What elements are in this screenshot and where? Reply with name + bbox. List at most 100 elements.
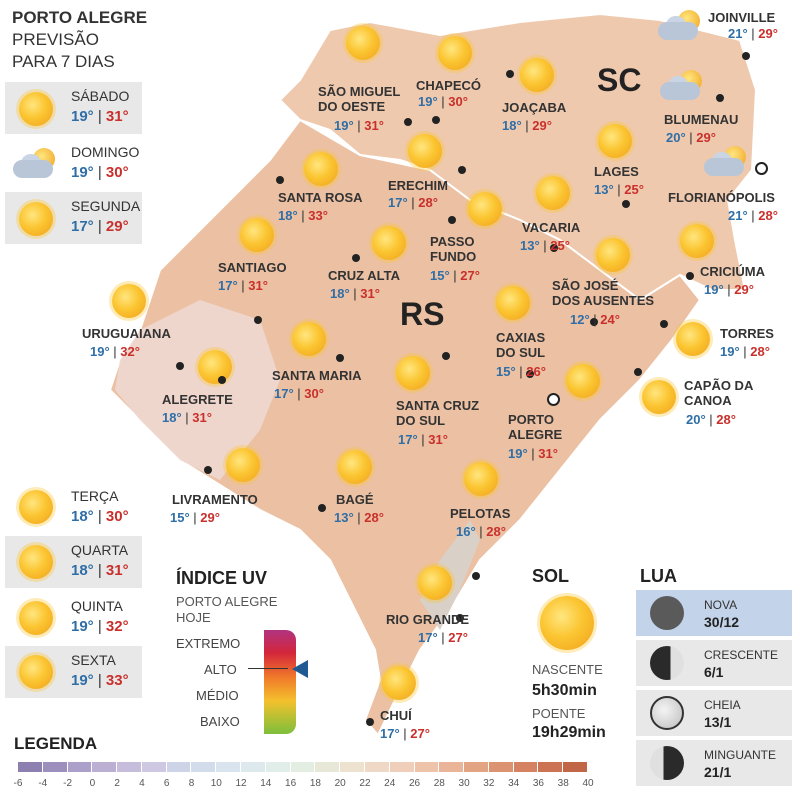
city-max: 25° — [624, 182, 644, 197]
city-min: 15° — [430, 268, 450, 283]
sun-icon — [226, 448, 260, 482]
city-min: 20° — [666, 130, 686, 145]
uv-level-alto: ALTO — [204, 662, 237, 677]
city-dot — [336, 354, 344, 362]
city-temp: 15° | 26° — [496, 364, 546, 379]
full-moon-icon — [650, 696, 684, 730]
city-temp: 21° | 28° — [728, 208, 778, 223]
day-max: 31° — [105, 108, 129, 125]
day-box-thursday: QUINTA 19° | 32° — [5, 592, 142, 644]
day-name: QUARTA — [71, 542, 129, 558]
city-label-cruz-alta: CRUZ ALTA — [328, 268, 400, 283]
city-temp: 13° | 25° — [520, 238, 570, 253]
uv-level-baixo: BAIXO — [200, 714, 240, 729]
day-max: 29° — [105, 218, 129, 235]
legend-color-cell — [389, 762, 414, 772]
lua-title: LUA — [640, 566, 677, 586]
city-temp: 17° | 27° — [418, 630, 468, 645]
city-dot — [254, 316, 262, 324]
city-temp: 19° | 32° — [90, 344, 140, 359]
day-min: 18° — [71, 562, 94, 579]
city-temp: 18° | 33° — [278, 208, 328, 223]
day-temp: 19° | 31° — [71, 108, 129, 125]
sun-icon — [372, 226, 406, 260]
moon-name: MINGUANTE — [704, 748, 776, 762]
city-max: 29° — [734, 282, 754, 297]
moon-date: 6/1 — [704, 664, 724, 680]
city-name-line2: CANOA — [684, 393, 732, 408]
waxing-moon-icon — [650, 646, 684, 680]
day-min: 19° — [71, 108, 94, 125]
city-temp: 15° | 27° — [430, 268, 480, 283]
city-label-uruguaiana: URUGUAIANA — [82, 326, 171, 341]
city-temp: 21° | 29° — [728, 26, 778, 41]
city-min: 19° — [334, 118, 354, 133]
city-min: 17° — [218, 278, 238, 293]
city-temp: 18° | 31° — [162, 410, 212, 425]
legend-color-cell — [464, 762, 488, 772]
city-dot — [634, 368, 642, 376]
legend-color-cell — [42, 762, 67, 772]
legend-color-cell — [315, 762, 340, 772]
city-temp: 17° | 27° — [380, 726, 430, 741]
cloudy-sun-icon — [13, 148, 61, 182]
city-dot — [218, 376, 226, 384]
city-min: 18° — [330, 286, 350, 301]
city-label-lages: LAGES — [594, 164, 639, 179]
day-name: DOMINGO — [71, 144, 140, 160]
city-min: 19° — [508, 446, 528, 461]
cloudy-sun-icon — [660, 70, 708, 104]
city-label-joacaba: JOAÇABA — [502, 100, 567, 115]
sunset-time: 19h29min — [532, 724, 606, 741]
city-name-line2: FUNDO — [430, 249, 477, 264]
city-max: 27° — [448, 630, 468, 645]
sun-icon — [598, 124, 632, 158]
sun-icon — [19, 92, 53, 126]
day-min: 19° — [71, 618, 94, 635]
sun-icon — [304, 152, 338, 186]
day-min: 19° — [71, 164, 94, 181]
uv-indicator-line — [248, 668, 288, 669]
city-name: SANTA CRUZ — [396, 398, 480, 413]
uv-indicator-arrow — [292, 660, 308, 678]
legend-tick-label: -6 — [13, 778, 23, 789]
day-temp: 18° | 31° — [71, 562, 129, 579]
city-dot — [660, 320, 668, 328]
legend-color-cell — [563, 762, 587, 772]
uv-subtitle-2: HOJE — [176, 610, 211, 625]
sun-icon — [19, 655, 53, 689]
legend-tick-label: 12 — [235, 778, 247, 789]
uv-level-extremo: EXTREMO — [176, 636, 241, 651]
city-label-santiago: SANTIAGO — [218, 260, 287, 275]
sun-icon — [536, 176, 570, 210]
city-max: 27° — [460, 268, 480, 283]
sun-icon — [676, 322, 710, 356]
sun-icon — [292, 322, 326, 356]
day-min: 19° — [71, 672, 94, 689]
day-max: 30° — [105, 508, 129, 525]
city-label-torres: TORRES — [720, 326, 774, 341]
city-label-passo-fundo: PASSO FUNDO — [430, 234, 476, 264]
city-max: 29° — [532, 118, 552, 133]
city-name: PORTO — [508, 412, 554, 427]
day-name: TERÇA — [71, 488, 119, 504]
day-temp: 19° | 33° — [71, 672, 129, 689]
day-min: 18° — [71, 508, 94, 525]
city-dot — [590, 318, 598, 326]
city-max: 28° — [716, 412, 736, 427]
city-label-porto-alegre: PORTO ALEGRE — [508, 412, 562, 442]
moon-date: 30/12 — [704, 614, 740, 630]
city-min: 13° — [520, 238, 540, 253]
legend-color-cell — [265, 762, 290, 772]
sun-icon — [338, 450, 372, 484]
city-dot — [404, 118, 412, 126]
legend-color-cell — [340, 762, 364, 772]
day-box-sunday: DOMINGO 19° | 30° — [5, 138, 142, 190]
sun-icon — [464, 462, 498, 496]
city-dot — [432, 116, 440, 124]
cloudy-sun-icon — [704, 146, 752, 180]
header-subtitle-2: PARA 7 DIAS — [12, 52, 115, 71]
city-min: 15° — [496, 364, 516, 379]
rs-label: RS — [400, 296, 445, 332]
city-label-capao-da-canoa: CAPÃO DA CANOA — [684, 378, 753, 408]
